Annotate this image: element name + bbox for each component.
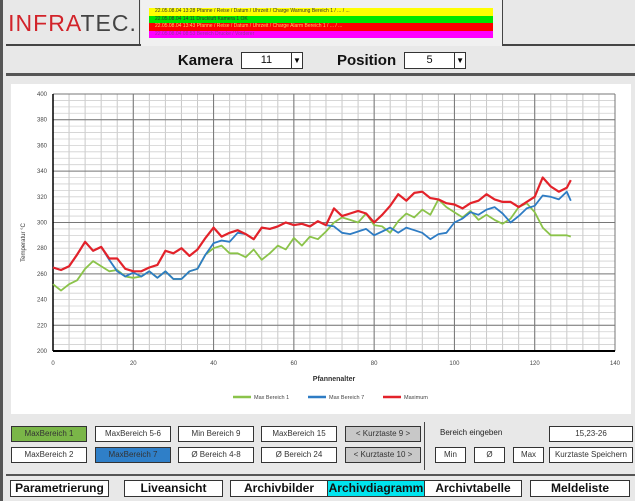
alarm-item[interactable]: 22.05.08.04 13:28 Pfanne / Reise / Datum… <box>149 8 493 16</box>
avg-button[interactable]: Ø <box>474 447 505 463</box>
tab-archivtabelle[interactable]: Archivtabelle <box>424 480 522 497</box>
x-tick-label: 120 <box>530 361 541 367</box>
logo-suffix: TEC. <box>80 9 137 36</box>
tab-parametrierung[interactable]: Parametrierung <box>10 480 109 497</box>
y-axis-label: Temperatur °C <box>21 222 27 261</box>
chevron-down-icon[interactable]: ▼ <box>290 53 302 68</box>
legend-label: Max Bereich 7 <box>329 395 364 401</box>
selector-bar: Kamera 11 ▼ Position 5 ▼ <box>6 48 635 76</box>
shortcut-button-9[interactable]: < Kurztaste 9 > <box>345 426 421 442</box>
camera-value: 11 <box>260 54 273 66</box>
alarm-list: 22.05.08.04 13:28 Pfanne / Reise / Datum… <box>149 8 493 38</box>
range-button[interactable]: Ø Bereich 24 <box>261 447 337 463</box>
x-tick-label: 40 <box>210 361 217 367</box>
max-button[interactable]: Max <box>513 447 544 463</box>
position-label: Position <box>336 52 397 69</box>
x-axis-label: Pfannenalter <box>313 376 356 383</box>
bereich-label: Bereich eingeben <box>440 428 503 437</box>
alarm-item[interactable]: 22.05.08.04 08:53 Bereich Drucke / Vorde… <box>149 30 493 38</box>
y-tick-label: 280 <box>37 246 48 252</box>
y-tick-label: 220 <box>37 323 48 329</box>
x-tick-label: 80 <box>371 361 378 367</box>
y-tick-label: 360 <box>37 143 48 149</box>
range-button[interactable]: MaxBereich 7 <box>95 447 171 463</box>
alarm-item[interactable]: 22.05.08.04 13:43 Pfanne / Reise / Datum… <box>149 23 493 31</box>
y-tick-label: 400 <box>37 92 48 98</box>
tab-meldeliste[interactable]: Meldeliste <box>530 480 630 497</box>
tab-liveansicht[interactable]: Liveansicht <box>124 480 223 497</box>
position-dropdown[interactable]: 5 ▼ <box>404 52 467 69</box>
range-button[interactable]: MaxBereich 2 <box>11 447 87 463</box>
range-button[interactable]: MaxBereich 5-6 <box>95 426 171 442</box>
camera-dropdown[interactable]: 11 ▼ <box>240 52 303 69</box>
x-tick-label: 60 <box>291 361 298 367</box>
tab-archivdiagramm[interactable]: Archivdiagramm <box>327 480 425 497</box>
divider <box>424 422 425 470</box>
temperature-chart: 200 220 240 260 280 300 320 340 360 380 400 0 20 40 60… <box>11 84 631 414</box>
y-tick-label: 200 <box>37 349 48 355</box>
y-tick-label: 300 <box>37 221 48 227</box>
legend-label: Maximum <box>404 395 428 401</box>
logo-box: INFRATEC. <box>6 0 140 46</box>
range-button[interactable]: Ø Bereich 4-8 <box>178 447 254 463</box>
x-tick-label: 140 <box>610 361 621 367</box>
header-right-panel <box>504 0 635 46</box>
series-line <box>52 198 572 292</box>
camera-label: Kamera <box>177 52 233 69</box>
infratec-logo: INFRATEC. <box>8 10 137 37</box>
bottom-navigation: Parametrierung Liveansicht Archivbilder … <box>6 474 635 501</box>
tab-archivbilder[interactable]: Archivbilder <box>230 480 328 497</box>
x-tick-label: 100 <box>449 361 460 367</box>
legend-label: Max Bereich 1 <box>254 395 289 401</box>
save-shortcut-button[interactable]: Kurztaste Speichern <box>549 447 633 463</box>
header: INFRATEC. 22.05.08.04 13:28 Pfanne / Rei… <box>6 0 635 46</box>
y-tick-label: 340 <box>37 169 48 175</box>
x-tick-label: 20 <box>130 361 137 367</box>
y-tick-label: 240 <box>37 298 48 304</box>
range-button[interactable]: MaxBereich 1 <box>11 426 87 442</box>
chevron-down-icon[interactable]: ▼ <box>454 53 465 68</box>
range-button[interactable]: Min Bereich 9 <box>178 426 254 442</box>
y-tick-label: 380 <box>37 118 48 124</box>
alarm-item[interactable]: 22.05.08.04 14:11 Druckluft Kamera 1 OK <box>149 15 493 23</box>
bereich-input[interactable]: 15,23-26 <box>549 426 633 442</box>
min-button[interactable]: Min <box>435 447 466 463</box>
logo-prefix: INFRA <box>8 9 81 36</box>
alarm-panel: 22.05.08.04 13:28 Pfanne / Reise / Datum… <box>141 0 503 46</box>
chart-svg: 200 220 240 260 280 300 320 340 360 380 400 0 20 40 60… <box>21 92 621 401</box>
y-tick-label: 320 <box>37 195 48 201</box>
series-line <box>52 176 572 273</box>
range-button[interactable]: MaxBereich 15 <box>261 426 337 442</box>
y-tick-label: 260 <box>37 272 48 278</box>
position-value: 5 <box>426 54 433 66</box>
range-controls: MaxBereich 1 MaxBereich 5-6 Min Bereich … <box>6 416 635 472</box>
x-tick-label: 0 <box>51 361 55 367</box>
shortcut-button-10[interactable]: < Kurztaste 10 > <box>345 447 421 463</box>
